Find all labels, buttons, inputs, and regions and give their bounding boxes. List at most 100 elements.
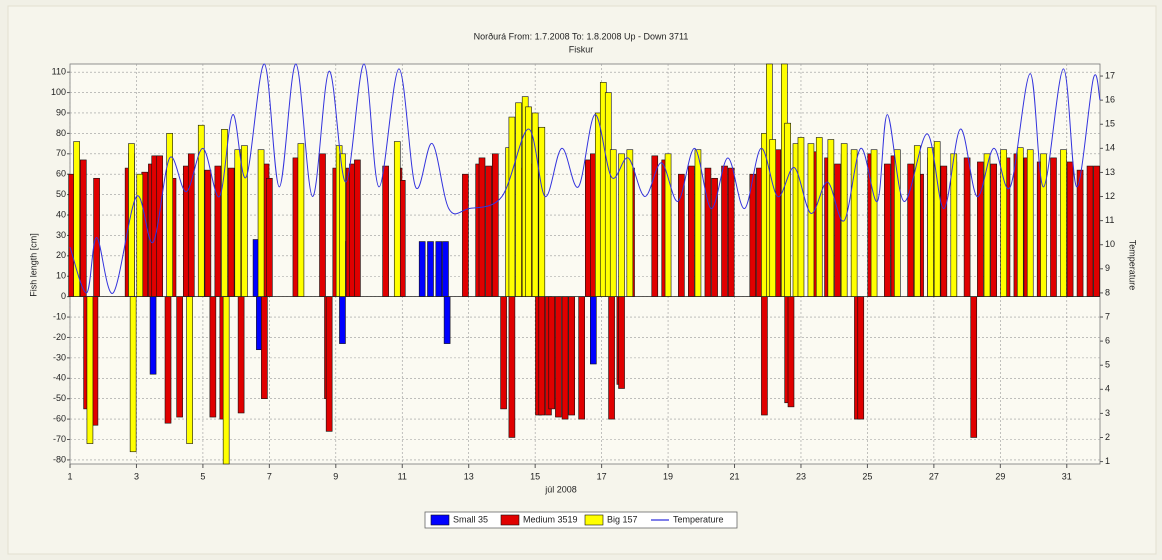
legend-label: Small 35 xyxy=(453,514,488,524)
bar xyxy=(339,153,346,297)
bar xyxy=(797,137,805,297)
bar xyxy=(721,165,728,297)
bar xyxy=(164,296,172,424)
bar xyxy=(618,153,625,297)
y-tick-label: 10 xyxy=(56,271,66,281)
y-tick-label: -60 xyxy=(53,413,66,423)
bar xyxy=(354,159,361,297)
bar xyxy=(176,296,183,418)
y-tick-label: 90 xyxy=(56,107,66,117)
y2-tick-label: 5 xyxy=(1105,360,1110,370)
legend-swatch xyxy=(430,514,450,526)
y2-tick-label: 16 xyxy=(1105,95,1115,105)
bar xyxy=(382,165,389,297)
bar xyxy=(1093,165,1100,297)
bar xyxy=(227,167,235,297)
x-tick-label: 29 xyxy=(995,471,1005,481)
y2-tick-label: 1 xyxy=(1105,456,1110,466)
chart-title: Norðurá From: 1.7.2008 To: 1.8.2008 Up -… xyxy=(474,31,689,41)
y2-tick-label: 17 xyxy=(1105,70,1115,80)
bar xyxy=(688,165,695,297)
x-tick-label: 1 xyxy=(67,471,72,481)
bar xyxy=(149,296,157,375)
y-tick-label: -70 xyxy=(53,434,66,444)
y-tick-label: 100 xyxy=(51,87,66,97)
bar xyxy=(508,116,516,297)
bar xyxy=(815,137,823,297)
x-tick-label: 23 xyxy=(796,471,806,481)
bar xyxy=(927,147,934,297)
y2-tick-label: 6 xyxy=(1105,335,1110,345)
bar xyxy=(555,296,562,418)
bar xyxy=(857,296,865,420)
y-axis-label: Fish length [cm] xyxy=(28,233,38,297)
bar xyxy=(491,153,499,297)
bar xyxy=(761,296,768,416)
bar xyxy=(339,296,346,344)
bar xyxy=(1050,157,1057,297)
bar xyxy=(704,167,712,297)
bar xyxy=(1016,147,1024,297)
x-tick-label: 25 xyxy=(862,471,872,481)
bar xyxy=(834,163,841,297)
bar xyxy=(266,177,273,297)
chart-subtitle: Fiskur xyxy=(569,44,594,54)
y2-axis-label: Temperature xyxy=(1128,240,1138,291)
x-tick-label: 21 xyxy=(730,471,740,481)
bar xyxy=(990,163,997,297)
bar xyxy=(694,149,702,297)
bar xyxy=(234,149,242,297)
y-tick-label: -30 xyxy=(53,352,66,362)
bar xyxy=(590,296,597,365)
bar xyxy=(222,296,230,465)
bar xyxy=(827,139,835,297)
bar xyxy=(435,241,443,297)
y2-tick-label: 2 xyxy=(1105,432,1110,442)
bar xyxy=(963,157,971,297)
legend-label: Temperature xyxy=(673,514,724,524)
bar xyxy=(1066,161,1074,297)
x-tick-label: 11 xyxy=(398,471,407,481)
bar xyxy=(442,241,449,297)
y2-tick-label: 13 xyxy=(1105,167,1115,177)
temperature-line xyxy=(69,63,1101,294)
bar xyxy=(462,173,469,297)
bar xyxy=(325,296,333,432)
bar xyxy=(209,296,217,418)
legend-swatch xyxy=(500,514,520,526)
bar xyxy=(907,163,914,297)
y-tick-label: 50 xyxy=(56,189,66,199)
x-tick-label: 15 xyxy=(530,471,540,481)
bar xyxy=(1060,149,1067,297)
bar xyxy=(727,167,735,297)
bar xyxy=(319,153,326,297)
x-tick-label: 5 xyxy=(200,471,205,481)
bar xyxy=(297,143,305,297)
bar xyxy=(538,296,546,416)
bar xyxy=(129,296,137,453)
y-tick-label: 110 xyxy=(52,67,66,77)
y-tick-label: 30 xyxy=(56,230,66,240)
x-tick-label: 9 xyxy=(333,471,338,481)
y-tick-label: -20 xyxy=(53,332,66,342)
bar xyxy=(548,296,556,410)
bar xyxy=(214,165,222,297)
x-tick-label: 17 xyxy=(597,471,607,481)
bar xyxy=(749,173,757,297)
bar xyxy=(578,296,585,420)
bar xyxy=(884,163,891,297)
x-tick-label: 7 xyxy=(267,471,272,481)
bar xyxy=(626,149,634,297)
x-axis-label: júl 2008 xyxy=(544,484,577,494)
y2-tick-label: 9 xyxy=(1105,263,1110,273)
bar xyxy=(787,296,795,408)
bar xyxy=(807,143,815,297)
bar xyxy=(204,169,212,297)
legend: Small 35 Medium 3519 Big 157 Temperature xyxy=(424,511,738,529)
y2-tick-label: 11 xyxy=(1105,215,1114,225)
bar xyxy=(485,165,492,297)
y-tick-label: -40 xyxy=(53,373,66,383)
bar xyxy=(197,124,205,297)
bar xyxy=(418,241,426,297)
bar xyxy=(651,155,659,297)
